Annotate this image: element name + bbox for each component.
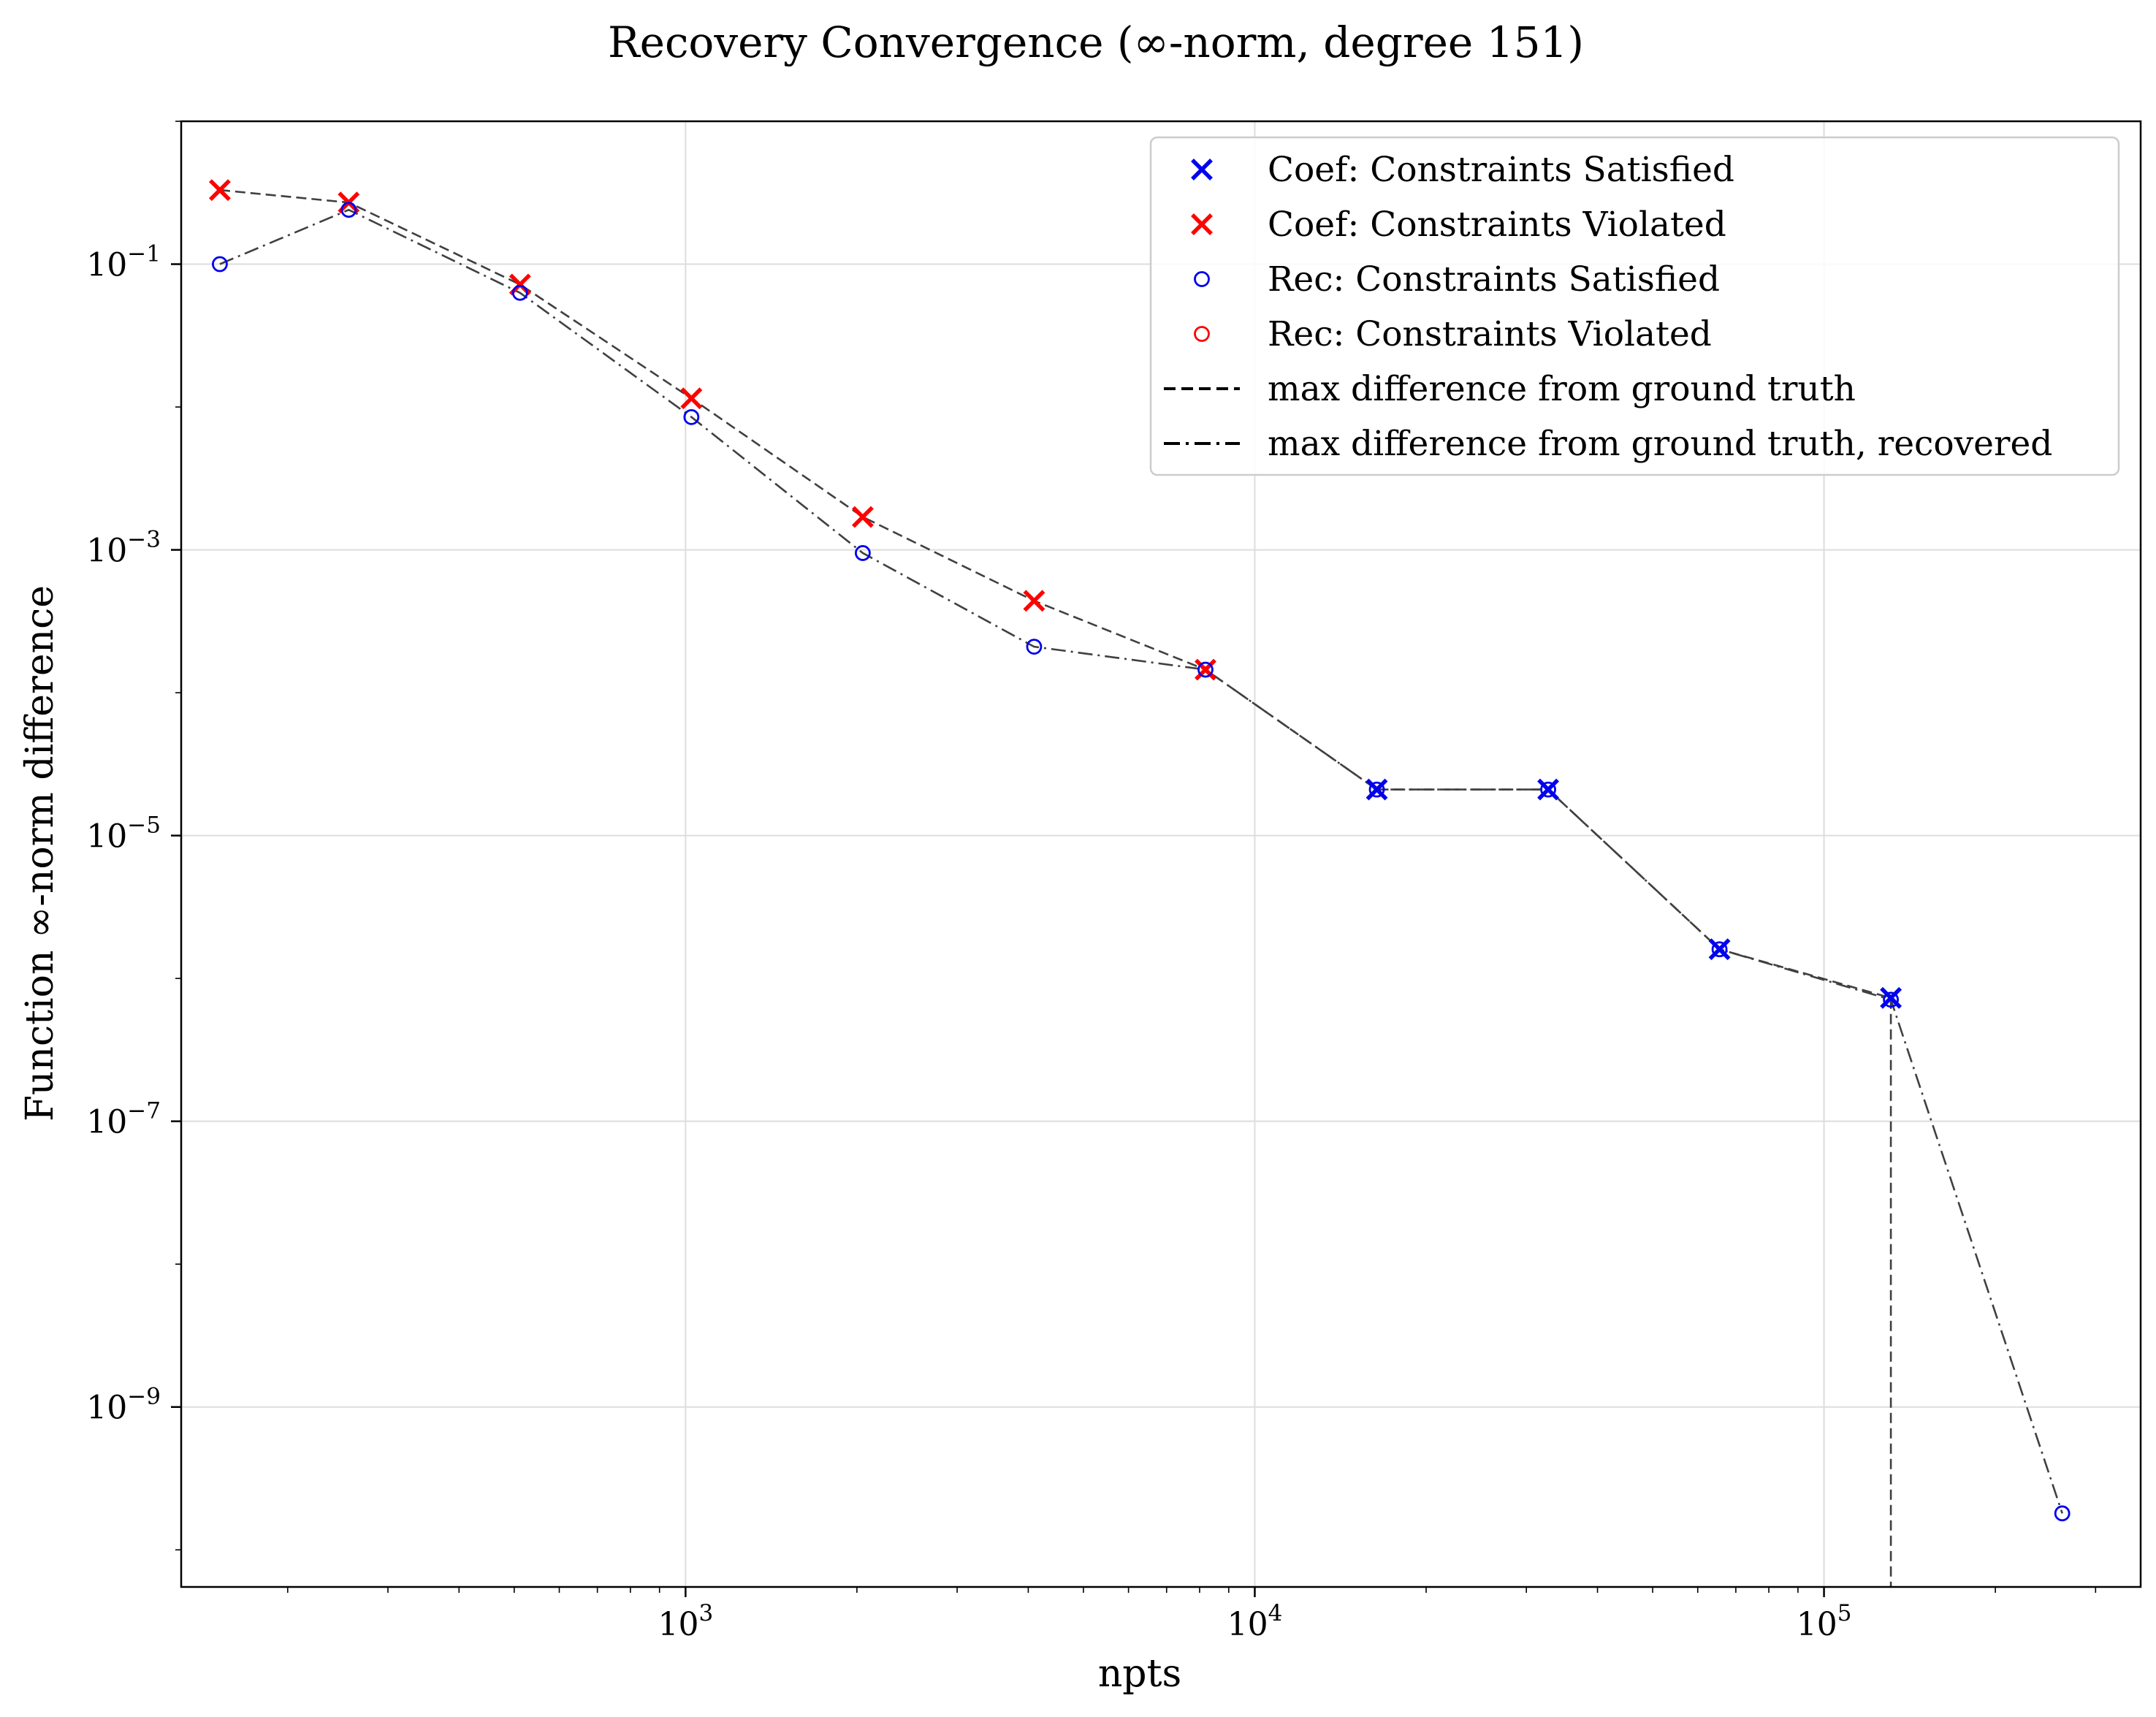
marker-coef-violated [1195, 658, 1216, 681]
legend-entry: Coef: Constraints Satisfied [1191, 150, 1734, 190]
x-axis-label: npts [1098, 1652, 1181, 1696]
marker-rec-satisfied [340, 202, 357, 218]
marker-coef-violated [680, 387, 703, 410]
marker-rec-satisfied [1540, 781, 1556, 798]
legend-marker-circle [1194, 271, 1210, 287]
marker-rec-satisfied [511, 284, 528, 301]
marker-rec-satisfied [1711, 941, 1728, 958]
chart-title: Recovery Convergence (∞-norm, degree 151… [608, 18, 1584, 67]
x-tick-label: 105 [1797, 1600, 1852, 1643]
minor-ticks [175, 121, 2097, 1593]
marker-rec-satisfied [2054, 1505, 2071, 1522]
legend-box [1149, 136, 2120, 476]
legend-label: Coef: Constraints Violated [1268, 205, 1726, 245]
y-tick-label: 10−7 [86, 1098, 161, 1141]
marker-rec-satisfied [212, 256, 228, 273]
legend-marker-circle [1194, 326, 1210, 342]
legend-marker-x [1191, 213, 1213, 235]
legend-entry: Coef: Constraints Violated [1191, 205, 1726, 245]
marker-coef-violated [1023, 590, 1045, 612]
series-line-ground-truth [219, 189, 1892, 1587]
legend-label: Rec: Constraints Violated [1268, 314, 1712, 354]
legend-label: Rec: Constraints Satisfied [1268, 259, 1720, 300]
legend-entry: max difference from ground truth, recove… [1164, 424, 2052, 464]
marker-coef-satisfied [1537, 778, 1559, 801]
legend-marker-x [1191, 159, 1213, 180]
legend-label: Coef: Constraints Satisfied [1268, 150, 1734, 190]
y-axis-label: Function ∞-norm difference [18, 585, 62, 1122]
x-tick-label: 104 [1227, 1600, 1283, 1643]
axis-ticks: 103 104 105 10−1 10−3 10−5 10−7 10−9 [86, 241, 1851, 1643]
plot-frame [180, 120, 2142, 1588]
legend-entry: Rec: Constraints Violated [1194, 314, 1712, 354]
marker-rec-satisfied [1197, 661, 1214, 678]
marker-coef-satisfied [1365, 778, 1388, 801]
marker-rec-satisfied [1883, 991, 1900, 1008]
y-tick-label: 10−9 [86, 1384, 161, 1427]
y-tick-label: 10−5 [86, 812, 161, 856]
marker-coef-violated [208, 179, 231, 202]
y-tick-label: 10−1 [86, 241, 161, 284]
legend-entry: max difference from ground truth [1164, 369, 1856, 409]
marker-rec-satisfied [683, 408, 700, 425]
legend-entry: Rec: Constraints Satisfied [1194, 259, 1720, 300]
marker-rec-satisfied [855, 545, 871, 561]
marker-coef-satisfied [1708, 938, 1731, 961]
x-tick-label: 103 [658, 1600, 713, 1643]
series-line-recovered [219, 208, 2063, 1514]
marker-rec-satisfied [1368, 781, 1385, 798]
series-lines [219, 189, 2063, 1587]
marker-rec-satisfied [1026, 639, 1043, 655]
legend-label: max difference from ground truth, recove… [1268, 424, 2052, 464]
legend-label: max difference from ground truth [1268, 369, 1856, 409]
markers [208, 179, 2071, 1522]
y-tick-label: 10−3 [86, 527, 161, 570]
marker-coef-violated [851, 506, 874, 528]
legend: Coef: Constraints Satisfied Coef: Constra… [1149, 136, 2120, 476]
